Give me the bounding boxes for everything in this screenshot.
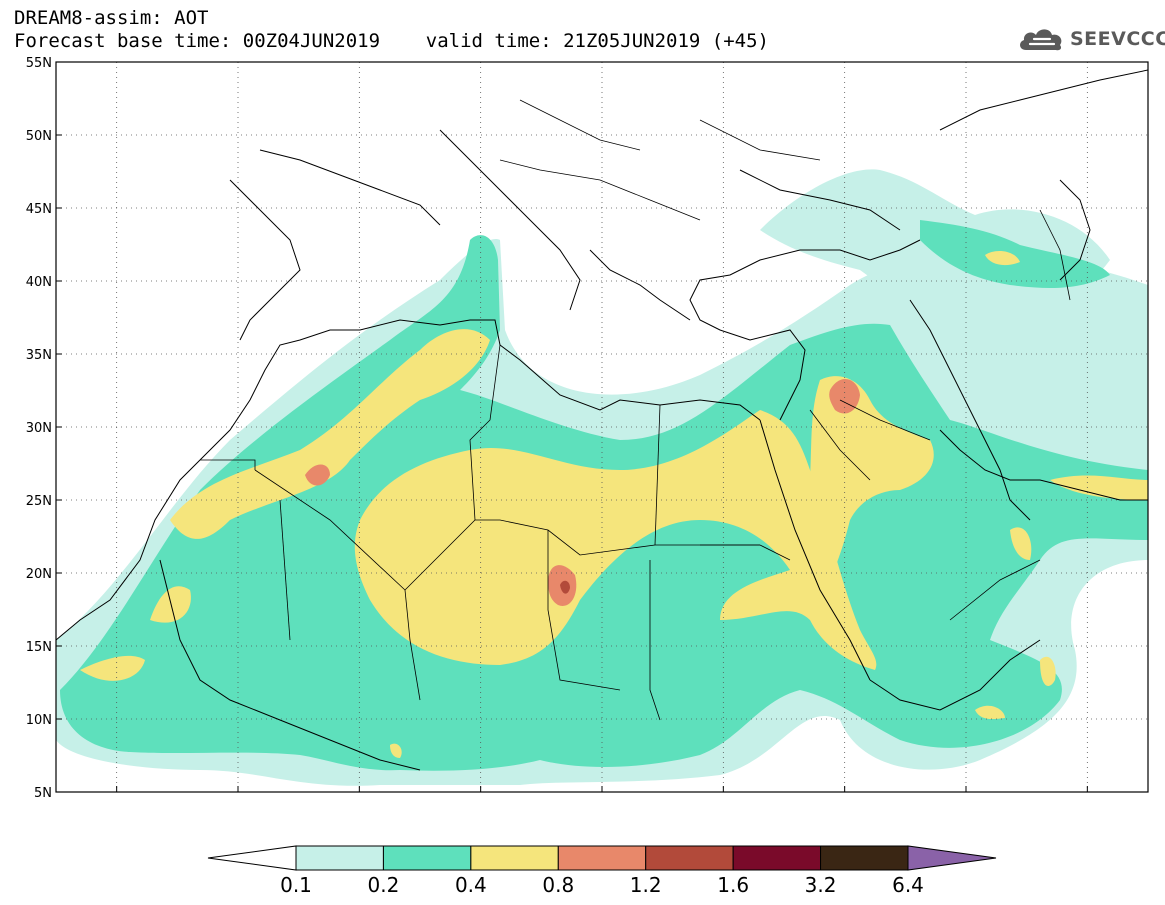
lat-tick-label: 15N [26, 640, 52, 655]
colorbar-label: 0.1 [280, 873, 312, 897]
lon-tick-label: 10W [223, 799, 253, 800]
colorbar-box [732, 845, 822, 871]
latitude-labels: 55N 50N 45N 40N 35N 30N 25N 20N 15N 10N 5N [26, 56, 52, 800]
colorbar-label: 6.4 [892, 873, 924, 897]
lat-tick-label: 25N [26, 494, 52, 509]
lon-tick-label: 20E [590, 799, 615, 800]
colorbar-label: 1.2 [630, 873, 662, 897]
lon-tick-label: 50E [954, 799, 979, 800]
colorbar-label: 0.2 [368, 873, 400, 897]
colorbar-label: 0.8 [542, 873, 574, 897]
longitude-labels: 20W 10W 0 10E 20E 30E 40E 50E 60E [102, 799, 1100, 800]
colorbar-box [382, 845, 472, 871]
colorbar-box [295, 845, 384, 871]
grid-lines [56, 62, 1148, 792]
lat-tick-label: 10N [26, 713, 52, 728]
forecast-time-line: Forecast base time: 00Z04JUN2019 valid t… [14, 30, 769, 52]
chart-title: DREAM8-assim: AOT [14, 7, 209, 29]
lat-tick-label: 20N [26, 567, 52, 582]
axis-ticks [56, 61, 1088, 793]
colorbar-box [557, 845, 647, 871]
colorbar-labels: 0.1 0.2 0.4 0.8 1.2 1.6 3.2 6.4 [280, 873, 924, 897]
colorbar-label: 1.6 [717, 873, 749, 897]
logo-text: SEEVCCC [1070, 28, 1165, 50]
coastlines [56, 69, 1148, 771]
lat-tick-label: 30N [26, 421, 52, 436]
lon-tick-label: 40E [832, 799, 857, 800]
lat-tick-label: 55N [26, 56, 52, 71]
colorbar-box [470, 845, 559, 871]
cloud-icon [1020, 29, 1062, 51]
aot-1.2-1.6-region [560, 580, 570, 594]
aot-0.4-0.8-region [80, 250, 1148, 758]
colorbar-lower-extension [207, 845, 297, 871]
lat-tick-label: 50N [26, 129, 52, 144]
lon-tick-label: 30E [711, 799, 736, 800]
colorbar-label: 3.2 [805, 873, 837, 897]
colorbar-upper-extension [907, 845, 997, 871]
lat-tick-label: 35N [26, 348, 52, 363]
lat-tick-label: 45N [26, 202, 52, 217]
colorbar-label: 0.4 [455, 873, 487, 897]
aot-fields [56, 62, 1148, 792]
seevccc-logo: SEEVCCC [1016, 22, 1165, 56]
aot-map: 55N 50N 45N 40N 35N 30N 25N 20N 15N 10N 5N 20W 10W 0… [26, 56, 1149, 800]
lat-tick-label: 40N [26, 275, 52, 290]
lat-tick-label: 5N [34, 786, 52, 800]
lon-tick-label: 10E [468, 799, 493, 800]
lon-tick-label: 60E [1075, 799, 1100, 800]
lon-tick-label: 20W [102, 799, 132, 800]
colorbar-boxes [207, 845, 997, 871]
lon-tick-label: 0 [355, 799, 363, 800]
colorbar-box [645, 845, 734, 871]
colorbar-box [820, 845, 909, 871]
country-borders [200, 99, 1071, 721]
